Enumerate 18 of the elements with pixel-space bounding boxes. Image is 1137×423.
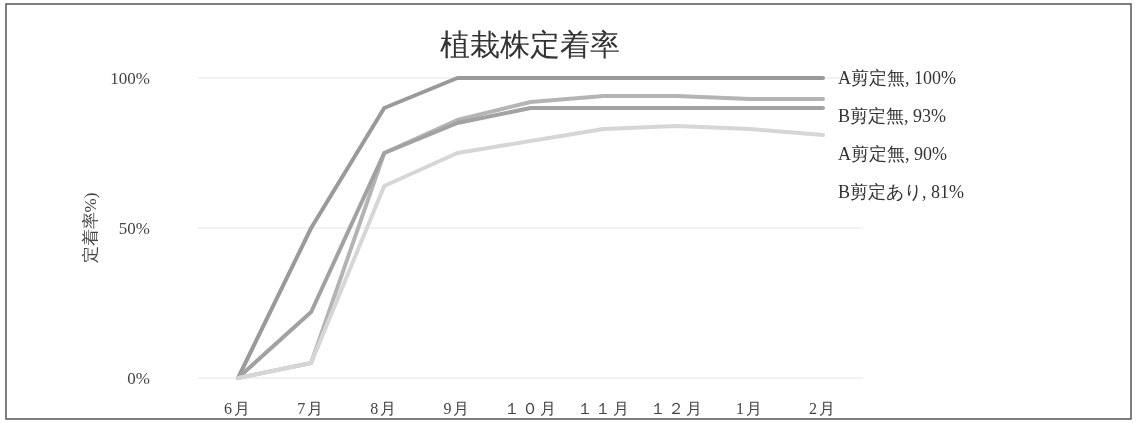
x-tick-label: 9月 [443,400,472,417]
x-tick-label: 2月 [809,400,837,417]
x-tick-label: 8月 [370,400,399,417]
text: A剪定無, 90% [838,144,947,164]
y-tick-label: 0% [127,369,150,388]
series-label: A剪定無, 100% [838,68,956,88]
x-tick-label: １２月 [649,400,704,417]
y-tick-label: 50% [118,219,150,238]
series-label: B剪定無, 93% [838,106,947,126]
x-tick-label: 1月 [735,400,764,417]
x-tick-label: 7月 [297,400,326,417]
x-tick-label: 6月 [224,400,252,417]
x-tick-label: １０月 [503,400,558,417]
y-tick-label: 100% [110,69,150,88]
chart-title: 植栽株定着率 [440,28,620,61]
x-tick-label: １１月 [576,400,631,417]
text: B剪定あり, 81% [838,182,965,202]
y-axis-title: 定着率%) [81,192,100,264]
